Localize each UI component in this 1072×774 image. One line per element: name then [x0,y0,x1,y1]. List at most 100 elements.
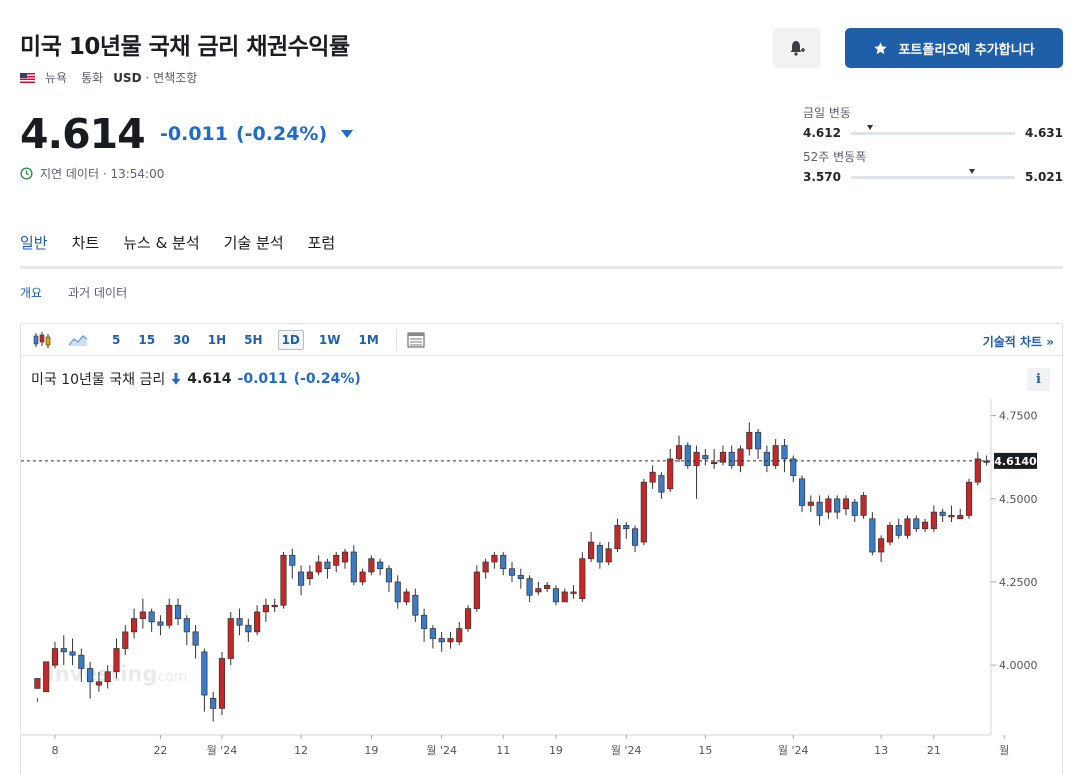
candle [737,445,744,473]
candle [755,428,762,459]
candle-body [341,551,349,563]
candle-body [403,591,410,603]
x-tick-label: 월 '24 [207,744,238,757]
candle-body [218,658,226,709]
candle-body [957,515,964,520]
candle-body [245,624,252,633]
candle [456,621,463,646]
disclaimer-link[interactable]: · 면책조항 [145,71,198,85]
area-chart-icon[interactable] [67,330,89,350]
tab-technical[interactable]: 기술 분석 [223,234,284,252]
candle [640,478,647,546]
candle-body [667,458,674,490]
clock-icon [20,167,33,180]
info-icon[interactable]: i [1027,368,1050,391]
candle-body [192,631,199,646]
candle-body [640,481,647,543]
candle-body [456,628,463,643]
candle [781,438,788,473]
candle-body [262,604,269,613]
candle [552,585,560,606]
candle-body [631,528,639,546]
candle-body [271,604,278,608]
candle [851,498,858,523]
candle [895,518,902,539]
candle [78,648,85,682]
timeframe-15[interactable]: 15 [138,332,156,347]
candle-body [983,460,990,463]
chart-change-percent: (-0.24%) [293,371,361,387]
candle-body [825,498,832,513]
candle [192,625,199,659]
timeframe-30[interactable]: 30 [173,332,190,347]
candle-body [183,618,190,633]
tab-chart[interactable]: 차트 [71,234,100,252]
candle [236,608,243,636]
candlestick-icon[interactable] [31,330,53,350]
change-percent: (-0.24%) [235,123,328,145]
bell-plus-icon [790,41,805,56]
tab-news[interactable]: 뉴스 & 분석 [123,234,200,252]
y-tick-label: 4.5000 [999,493,1038,506]
technical-chart-link[interactable]: 기술적 차트 » [982,335,1054,349]
candle [95,671,102,692]
candle [596,542,603,569]
candle [482,558,489,579]
candle [403,588,410,606]
subtab-historical[interactable]: 과거 데이터 [68,286,128,300]
year-range-marker [969,168,976,174]
timeframe-1w[interactable]: 1W [318,332,341,347]
subtab-overview[interactable]: 개요 [20,286,43,300]
chart-toolbar: 5 15 30 1H 5H 1D 1W 1M 기술적 차트 » [21,324,1062,356]
add-to-portfolio-button[interactable]: 포트폴리오에 추가합니다 [845,28,1063,68]
main-tabs: 일반 차트 뉴스 & 분석 기술 분석 포럼 [20,232,359,269]
candle-body [913,518,920,530]
candle-body [60,648,67,653]
add-alert-button[interactable] [773,28,820,68]
candle-body [605,548,612,563]
candle [869,512,876,556]
candle-body [394,581,401,603]
candle [904,515,911,539]
price-change: -0.011 (-0.24%) [160,123,354,145]
candle [763,445,770,473]
timeframe-1d[interactable]: 1D [277,329,304,350]
day-range: 금일 변동 4.612 4.631 [803,104,1063,140]
candle [139,598,146,629]
star-icon [874,41,888,54]
candle [913,515,920,533]
candle [113,638,120,679]
year-range-label: 52주 변동폭 [803,150,867,164]
tab-forum[interactable]: 포럼 [307,234,336,252]
timeframe-1h[interactable]: 1H [207,332,227,347]
candle [860,492,867,519]
candle [429,625,436,649]
table-view-icon[interactable] [405,330,427,350]
candle-body [350,551,357,583]
candle [535,581,542,596]
candle-body [781,445,788,460]
candle-body [87,668,94,683]
candle [517,568,524,589]
timeframe-1m[interactable]: 1M [358,332,379,347]
candle-body [139,611,146,619]
last-price-label: 4.6140 [994,455,1037,468]
candle-body [447,638,454,643]
candle [341,548,349,569]
timeframe-5[interactable]: 5 [112,332,121,347]
candle [464,605,472,632]
price-chart[interactable]: Investing .com 4.7500 4.5000 4.2500 4.0000 8… [21,399,1062,774]
candle [130,608,138,639]
candle-body [306,571,313,579]
day-range-bar [850,124,1016,135]
chart-change: -0.011 [237,371,288,387]
timeframe-5h[interactable]: 5H [244,332,263,347]
tab-general[interactable]: 일반 [20,232,48,269]
candle [350,545,357,586]
candle [746,422,753,456]
candle [772,438,779,469]
candle-body [922,521,929,530]
candle [297,565,305,596]
candle-body [588,541,595,560]
candle [368,555,375,576]
